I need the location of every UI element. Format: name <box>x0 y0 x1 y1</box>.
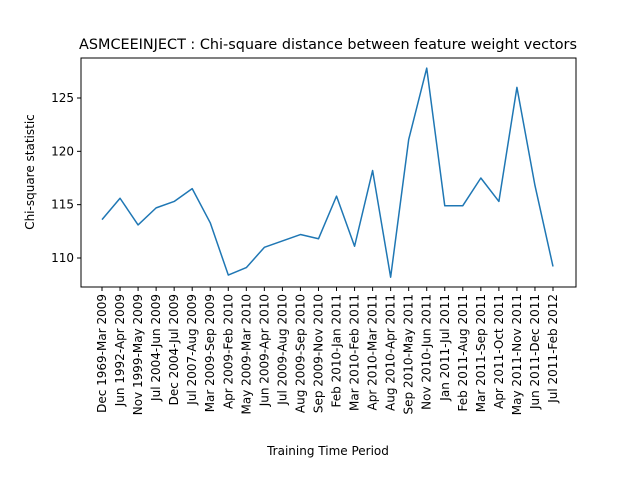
x-tick-label: Apr 2009-Feb 2010 <box>221 294 235 409</box>
x-tick-label: Aug 2010-Apr 2011 <box>384 294 398 411</box>
x-tick-label: Feb 2011-Aug 2011 <box>456 294 470 411</box>
x-tick-label: Sep 2010-May 2011 <box>402 294 416 414</box>
x-tick-label: May 2011-Nov 2011 <box>510 294 524 415</box>
y-tick-label: 115 <box>51 198 74 212</box>
x-tick-label: Nov 2010-Jun 2011 <box>420 294 434 410</box>
x-tick-label: Jul 2011-Feb 2012 <box>546 294 560 404</box>
x-tick-label: Feb 2010-Jan 2011 <box>330 294 344 407</box>
x-tick-label: Jan 2011-Jul 2011 <box>438 294 452 402</box>
x-tick-label: Mar 2009-Sep 2009 <box>203 294 217 412</box>
x-tick-label: Jun 2011-Dec 2011 <box>528 294 542 410</box>
x-tick-label: Jul 2007-Aug 2009 <box>185 294 199 406</box>
x-tick-label: Sep 2009-Nov 2010 <box>311 294 325 413</box>
x-tick-label: May 2009-Mar 2010 <box>239 294 253 415</box>
x-tick-label: Jun 2009-Apr 2010 <box>257 294 271 407</box>
x-tick-label: Nov 1999-May 2009 <box>131 294 145 415</box>
x-tick-label: Jul 2009-Aug 2010 <box>275 294 289 406</box>
x-tick-label: Apr 2011-Oct 2011 <box>492 294 506 409</box>
y-tick-label: 125 <box>51 91 74 105</box>
plot-frame <box>80 57 577 288</box>
chart-title: ASMCEEINJECT : Chi-square distance betwe… <box>79 37 577 53</box>
x-tick-label: Dec 2004-Jul 2009 <box>167 294 181 405</box>
y-tick-label: 110 <box>51 251 74 265</box>
x-tick-label: Dec 1969-Mar 2009 <box>95 294 109 413</box>
y-axis-label: Chi-square statistic <box>23 114 37 230</box>
x-tick-label: Mar 2010-Feb 2011 <box>348 294 362 411</box>
x-tick-label: Aug 2009-Sep 2010 <box>293 294 307 413</box>
x-tick-label: Jul 2004-Jun 2009 <box>149 294 163 402</box>
x-tick-label: Apr 2010-Mar 2011 <box>366 294 380 410</box>
data-line <box>101 67 554 278</box>
x-tick-label: Jun 1992-Apr 2009 <box>113 294 127 407</box>
y-tick-label: 120 <box>51 144 74 158</box>
x-tick-label: Mar 2011-Sep 2011 <box>474 294 488 412</box>
x-axis-label: Training Time Period <box>266 444 389 458</box>
